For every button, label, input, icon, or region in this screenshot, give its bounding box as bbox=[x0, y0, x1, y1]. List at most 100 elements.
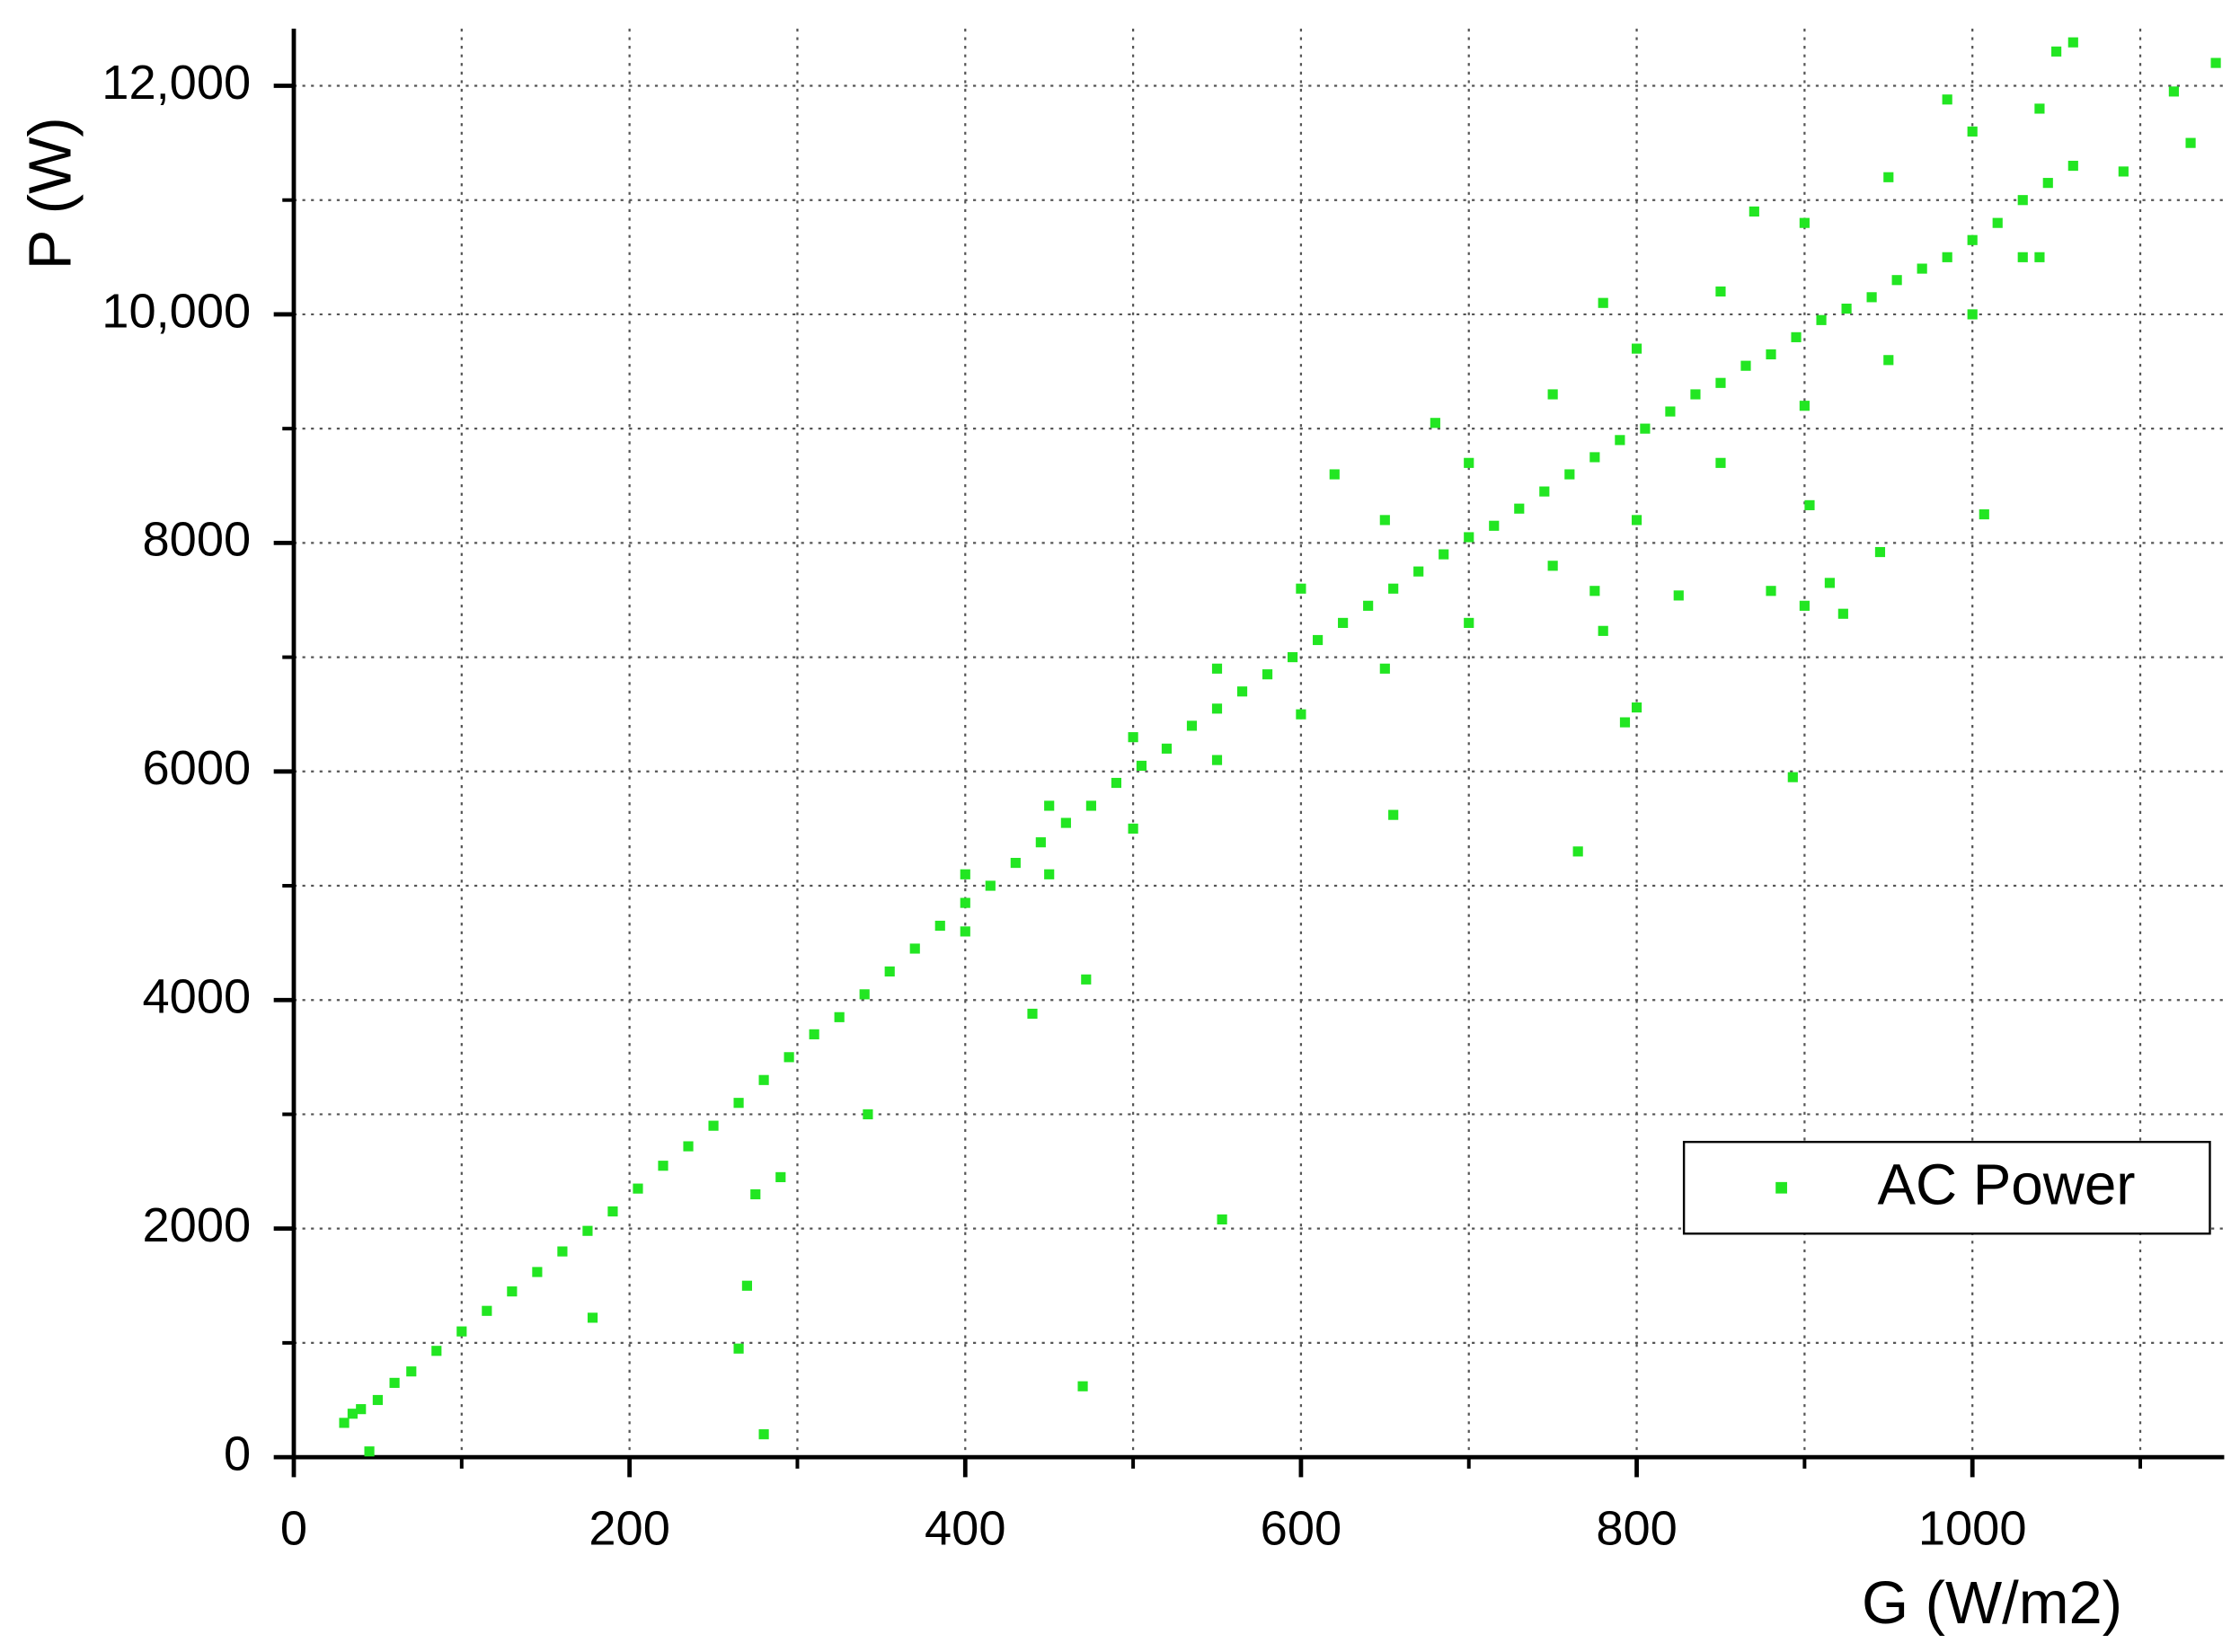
scatter-point bbox=[587, 1312, 598, 1323]
scatter-point bbox=[1161, 743, 1173, 754]
scatter-point bbox=[1979, 508, 1989, 520]
scatter-point bbox=[1640, 423, 1651, 434]
scatter-point bbox=[1791, 331, 1802, 342]
y-tick-label: 2000 bbox=[143, 1198, 252, 1252]
scatter-point bbox=[1891, 275, 1902, 286]
scatter-point bbox=[2034, 252, 2045, 262]
scatter-point bbox=[2067, 37, 2078, 48]
scatter-point bbox=[507, 1286, 518, 1297]
scatter-point bbox=[1874, 546, 1886, 558]
scatter-point bbox=[960, 869, 970, 879]
scatter-point bbox=[1388, 809, 1399, 820]
scatter-point bbox=[1589, 586, 1600, 596]
scatter-point bbox=[1766, 349, 1776, 360]
scatter-point bbox=[1715, 377, 1726, 388]
scatter-point bbox=[733, 1098, 744, 1109]
scatter-point bbox=[1514, 503, 1525, 514]
scatter-point bbox=[1615, 435, 1625, 446]
scatter-point bbox=[2042, 178, 2053, 189]
scatter-point bbox=[1081, 974, 1092, 985]
scatter-point bbox=[1010, 857, 1021, 869]
scatter-point bbox=[1262, 669, 1273, 680]
scatter-point bbox=[1539, 486, 1550, 497]
scatter-point bbox=[1363, 600, 1374, 611]
scatter-point bbox=[1379, 515, 1390, 526]
scatter-point bbox=[1824, 578, 1835, 588]
scatter-point bbox=[1211, 703, 1223, 714]
scatter-point bbox=[859, 989, 870, 1000]
scatter-point bbox=[2168, 86, 2179, 97]
scatter-point bbox=[750, 1188, 761, 1200]
scatter-point bbox=[1044, 800, 1055, 811]
scatter-point bbox=[1799, 600, 1810, 611]
scatter-point bbox=[2210, 57, 2221, 68]
scatter-point bbox=[1589, 452, 1600, 463]
scatter-point bbox=[985, 880, 996, 891]
scatter-point bbox=[1489, 520, 1500, 531]
scatter-point bbox=[1128, 732, 1138, 743]
y-axis-title: P (W) bbox=[16, 117, 84, 269]
x-tick-label: 600 bbox=[1261, 1501, 1341, 1555]
scatter-point bbox=[1787, 772, 1798, 782]
scatter-point bbox=[456, 1326, 467, 1337]
scatter-point bbox=[1236, 686, 1248, 697]
scatter-point bbox=[1547, 389, 1558, 400]
scatter-point bbox=[356, 1404, 367, 1415]
scatter-point bbox=[582, 1225, 593, 1236]
scatter-point bbox=[1547, 561, 1558, 571]
scatter-point bbox=[1883, 355, 1894, 366]
scatter-point bbox=[1598, 625, 1608, 636]
scatter-point bbox=[1967, 309, 1978, 320]
scatter-point bbox=[1186, 720, 1198, 731]
scatter-point bbox=[1631, 515, 1642, 526]
scatter-point bbox=[1464, 457, 1474, 468]
scatter-point bbox=[1841, 303, 1852, 314]
scatter-point bbox=[658, 1161, 668, 1171]
scatter-point bbox=[1413, 566, 1424, 577]
scatter-point bbox=[431, 1346, 442, 1356]
scatter-point bbox=[1804, 499, 1815, 510]
y-tick-label: 4000 bbox=[143, 970, 252, 1024]
scatter-point bbox=[733, 1343, 744, 1354]
scatter-point bbox=[1313, 634, 1324, 646]
scatter-point bbox=[1967, 234, 1978, 245]
scatter-point bbox=[1572, 846, 1583, 857]
y-tick-label: 0 bbox=[224, 1427, 251, 1480]
scatter-point bbox=[909, 943, 920, 954]
scatter-point bbox=[1388, 583, 1399, 594]
scatter-point bbox=[683, 1141, 694, 1152]
scatter-point bbox=[1379, 663, 1390, 674]
scatter-point bbox=[2051, 46, 2062, 57]
scatter-point bbox=[1883, 172, 1894, 182]
scatter-point bbox=[1942, 94, 1952, 105]
scatter-point bbox=[1665, 406, 1676, 417]
scatter-point bbox=[934, 920, 945, 932]
scatter-point bbox=[1917, 263, 1927, 274]
scatter-point bbox=[1136, 760, 1147, 772]
scatter-point bbox=[1430, 418, 1440, 428]
scatter-point bbox=[1044, 869, 1055, 879]
scatter-point bbox=[741, 1280, 752, 1291]
scatter-point bbox=[1077, 1381, 1088, 1391]
scatter-point bbox=[482, 1305, 492, 1316]
scatter-point bbox=[2185, 137, 2196, 148]
scatter-point bbox=[960, 897, 970, 908]
scatter-point bbox=[2017, 252, 2028, 262]
scatter-point bbox=[1673, 590, 1684, 601]
scatter-point bbox=[1866, 292, 1877, 303]
scatter-point bbox=[1329, 469, 1340, 480]
scatter-point bbox=[607, 1206, 618, 1217]
scatter-point bbox=[1715, 457, 1726, 468]
scatter-point bbox=[1211, 663, 1223, 674]
y-tick-label: 6000 bbox=[143, 741, 252, 795]
scatter-point bbox=[364, 1446, 375, 1457]
scatter-point bbox=[784, 1052, 794, 1063]
scatter-point bbox=[1799, 217, 1810, 228]
scatter-point bbox=[1211, 755, 1223, 765]
scatter-point bbox=[347, 1409, 358, 1419]
scatter-point bbox=[1035, 837, 1046, 848]
scatter-point bbox=[1715, 286, 1726, 297]
scatter-point bbox=[758, 1429, 769, 1440]
x-axis-title: G (W/m2) bbox=[1862, 1569, 2122, 1637]
